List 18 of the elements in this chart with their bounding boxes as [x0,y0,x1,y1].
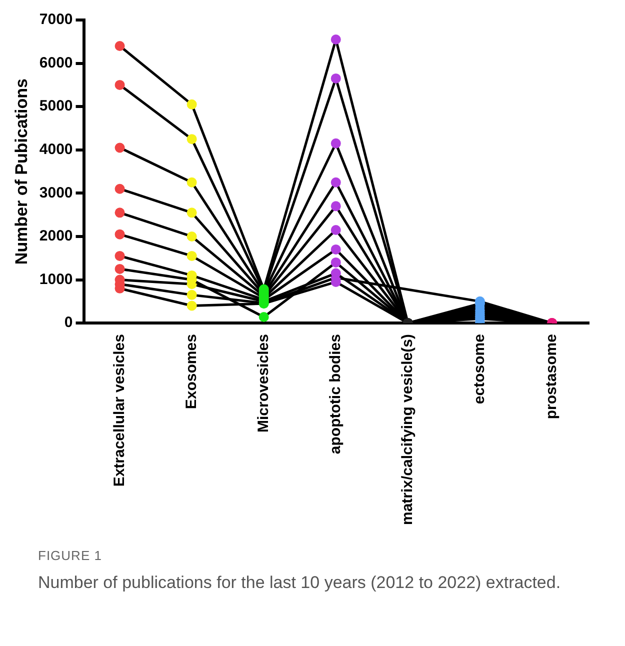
y-tick-label: 6000 [39,54,73,72]
y-tick-label: 0 [64,314,73,332]
x-tick-label: Exosomes [182,334,200,410]
y-tick-label: 7000 [39,11,73,28]
caption: FIGURE 1 [38,548,103,563]
y-tick-label: 5000 [39,98,73,115]
y-tick-label: 1000 [39,270,73,288]
y-tick-label: 4000 [39,141,73,158]
y-tick-label: 3000 [39,184,73,202]
x-tick-label: matrix/calcifying vesicle(s) [399,334,416,526]
y-axis-title: Number of Pubications [12,78,31,265]
text: Number of publications for the last 10 years (2012 to 2022) extracted. [38,572,562,594]
x-tick-label: prostasome [543,334,560,420]
x-tick-label: ectosome [471,334,488,404]
x-tick-label: apoptotic bodies [327,334,344,454]
x-tick-label: Microvesicles [254,334,272,432]
y-tick-label: 2000 [39,228,73,245]
x-tick-label: Extracellular vesicles [110,334,128,487]
